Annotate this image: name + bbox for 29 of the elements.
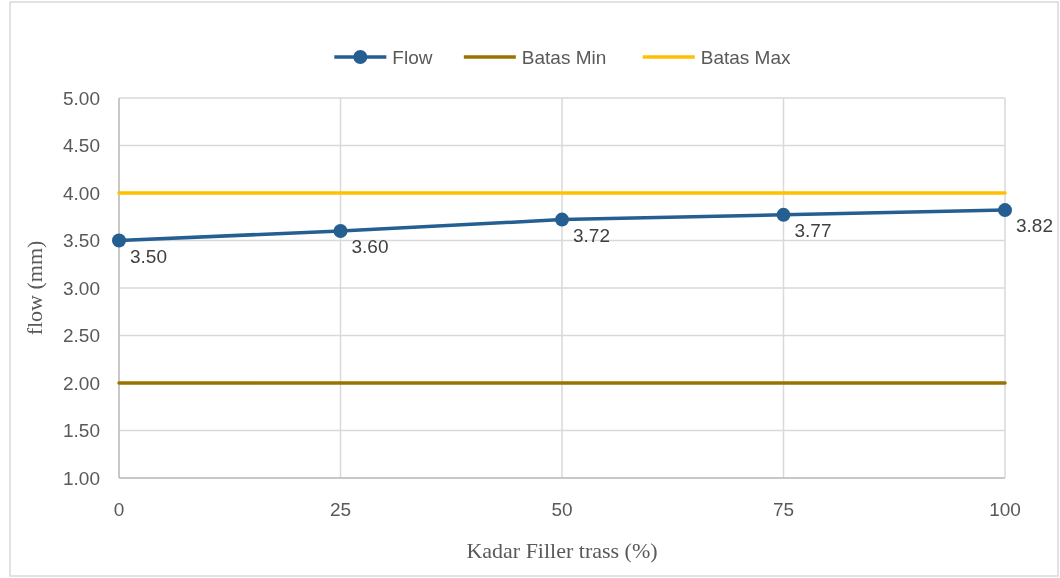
x-tick-label: 0 xyxy=(113,498,125,520)
point xyxy=(998,203,1012,218)
point xyxy=(333,224,348,238)
legend-label: Batas Max xyxy=(700,46,792,68)
y-tick-label: 4.00 xyxy=(63,182,100,204)
x-tick-label: 100 xyxy=(989,498,1021,520)
y-tick-label: 1.00 xyxy=(63,467,100,489)
x-axis-title: Kadar Filler trass (%) xyxy=(466,538,658,563)
y-tick-label: 3.50 xyxy=(63,230,100,252)
legend-label: Flow xyxy=(392,46,433,68)
y-tick-label: 4.50 xyxy=(63,135,100,157)
x-tick-label: 25 xyxy=(329,498,352,520)
data-label: 3.77 xyxy=(794,219,832,241)
x-tick-label: 50 xyxy=(551,498,573,520)
point xyxy=(555,212,569,227)
y-tick-label: 1.50 xyxy=(63,420,100,442)
y-tick-label: 2.50 xyxy=(63,325,100,347)
x-tick-label: 75 xyxy=(772,498,795,520)
y-tick-label: 3.00 xyxy=(63,277,100,299)
legend-label: Batas Min xyxy=(521,46,607,68)
data-label: 3.72 xyxy=(573,224,610,246)
y-tick-label: 5.00 xyxy=(63,87,100,109)
point xyxy=(776,207,791,222)
y-axis-title: flow (mm) xyxy=(22,240,47,336)
y-tick-label: 2.00 xyxy=(63,372,100,394)
data-label: 3.50 xyxy=(130,245,167,267)
data-label: 3.60 xyxy=(351,236,389,257)
data-label: 3.82 xyxy=(1016,215,1053,237)
point xyxy=(112,233,126,248)
